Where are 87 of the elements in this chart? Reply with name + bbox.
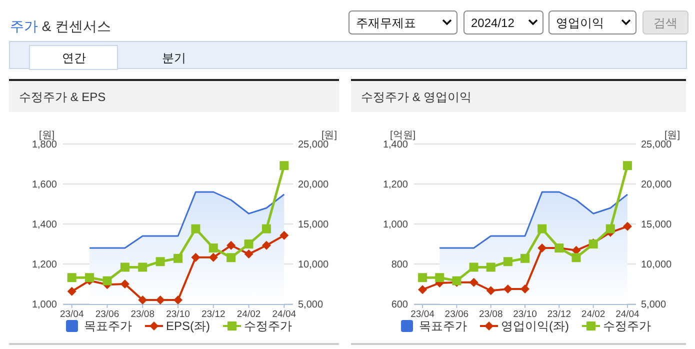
y2-tick-label: 15,000: [298, 220, 330, 230]
point: [244, 250, 254, 258]
point: [486, 262, 496, 272]
y2-tick-label: 5,000: [298, 300, 324, 310]
y-tick-label: 1,200: [32, 260, 58, 270]
y2-tick-label: 20,000: [298, 180, 330, 190]
legend-label: 수정주가: [244, 319, 292, 333]
point: [208, 252, 218, 262]
point: [102, 276, 112, 286]
x-tick-label: 23/10: [513, 309, 537, 320]
point: [622, 161, 632, 170]
x-tick-label: 23/04: [410, 309, 434, 320]
point: [138, 296, 148, 304]
y-tick-label: 1,800: [32, 140, 58, 150]
x-tick-label: 23/04: [60, 309, 84, 320]
x-tick-label: 24/02: [581, 309, 606, 320]
point: [606, 224, 615, 234]
point: [174, 296, 182, 304]
legend-label: 목표주가: [419, 319, 467, 333]
y2-tick-label: 10,000: [641, 260, 672, 270]
y2-tick-label: 20,000: [641, 180, 672, 190]
point: [156, 257, 165, 266]
x-tick-label: 24/02: [236, 309, 261, 320]
y-tick-label: 1,000: [32, 300, 58, 310]
y-tick-label: 1,400: [382, 140, 408, 150]
y2-tick-label: 25,000: [641, 140, 672, 150]
x-tick-label: 24/04: [272, 309, 296, 320]
point: [486, 286, 496, 296]
point: [120, 262, 130, 272]
y2-axis-title: [원]: [321, 130, 338, 141]
point: [156, 296, 165, 304]
y2-tick-label: 15,000: [641, 220, 672, 230]
point: [226, 253, 236, 262]
y-axis-title: [원]: [39, 130, 55, 141]
legend-label: 목표주가: [84, 319, 132, 333]
x-tick-label: 23/08: [478, 309, 503, 320]
point: [280, 230, 289, 240]
x-tick-label: 23/10: [166, 309, 190, 320]
point: [435, 273, 444, 282]
point: [85, 273, 94, 282]
y2-tick-label: 5,000: [641, 300, 666, 310]
x-tick-label: 23/06: [95, 309, 120, 320]
point: [191, 252, 200, 262]
y-tick-label: 1,000: [382, 220, 408, 230]
legend-label: 수정주가: [603, 319, 651, 333]
y2-tick-label: 25,000: [298, 140, 330, 150]
y-tick-label: 1,600: [32, 180, 58, 190]
point: [208, 244, 218, 252]
point: [572, 253, 581, 262]
x-tick-label: 23/06: [444, 309, 469, 320]
point: [469, 262, 478, 272]
point: [280, 161, 289, 170]
point: [174, 254, 182, 263]
chart-title: 수정주가 & 영업이익: [361, 90, 472, 104]
x-tick-label: 23/12: [547, 309, 572, 320]
point: [262, 224, 271, 234]
point: [418, 285, 428, 294]
y-axis-title: [억원]: [390, 130, 416, 141]
y-tick-label: 1,200: [382, 180, 408, 190]
y2-tick-label: 10,000: [298, 260, 330, 270]
point: [418, 273, 428, 282]
point: [503, 257, 512, 266]
legend-label: 영업이익(좌): [501, 319, 569, 333]
point: [138, 262, 148, 272]
point: [120, 280, 130, 288]
point: [226, 240, 236, 250]
y-tick-label: 800: [391, 260, 408, 270]
point: [520, 284, 530, 294]
x-tick-label: 23/12: [201, 309, 226, 320]
y-tick-label: 600: [391, 300, 408, 310]
y-tick-label: 1,400: [32, 220, 58, 230]
legend-label: EPS(좌): [166, 319, 210, 333]
point: [67, 286, 76, 296]
point: [67, 273, 76, 282]
point: [262, 240, 271, 250]
point: [191, 224, 200, 234]
y2-axis-title: [원]: [664, 130, 680, 141]
point: [538, 224, 547, 234]
page-controls: 주가 & 컨센서스 주재무제표 2024/12 영업이익 검색 연간 분기: [9, 10, 688, 70]
point: [244, 240, 254, 248]
point: [503, 284, 512, 294]
x-tick-label: 24/04: [616, 309, 640, 320]
point: [520, 254, 530, 263]
chart-title: 수정주가 & EPS: [19, 90, 106, 104]
x-tick-label: 23/08: [130, 309, 155, 320]
point: [469, 278, 478, 287]
point: [622, 222, 632, 231]
